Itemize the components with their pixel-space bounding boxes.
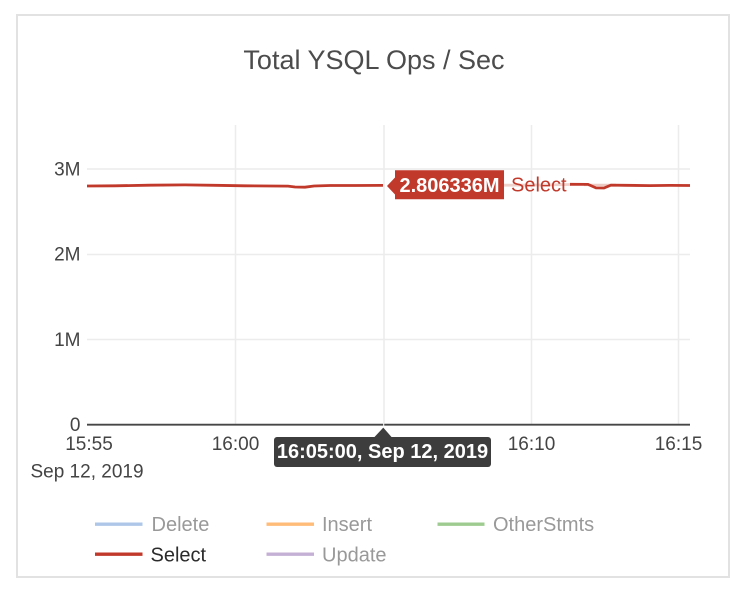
- svg-text:0: 0: [70, 415, 81, 436]
- svg-text:Update: Update: [322, 544, 387, 566]
- svg-text:Select: Select: [151, 544, 207, 566]
- svg-text:16:05:00, Sep 12, 2019: 16:05:00, Sep 12, 2019: [277, 441, 488, 463]
- svg-text:Insert: Insert: [322, 514, 372, 536]
- svg-text:Delete: Delete: [152, 514, 210, 536]
- svg-text:Select: Select: [511, 175, 567, 197]
- svg-text:16:00: 16:00: [212, 434, 260, 455]
- svg-text:1M: 1M: [54, 330, 80, 351]
- svg-text:2M: 2M: [54, 244, 80, 265]
- svg-text:16:10: 16:10: [508, 434, 556, 455]
- svg-text:Sep 12, 2019: Sep 12, 2019: [30, 462, 143, 483]
- svg-text:2.806336M: 2.806336M: [399, 175, 499, 197]
- svg-text:OtherStmts: OtherStmts: [493, 514, 594, 536]
- svg-text:15:55: 15:55: [65, 434, 113, 455]
- svg-text:3M: 3M: [54, 159, 80, 180]
- svg-text:16:15: 16:15: [655, 434, 703, 455]
- svg-text:Total YSQL Ops / Sec: Total YSQL Ops / Sec: [243, 45, 504, 75]
